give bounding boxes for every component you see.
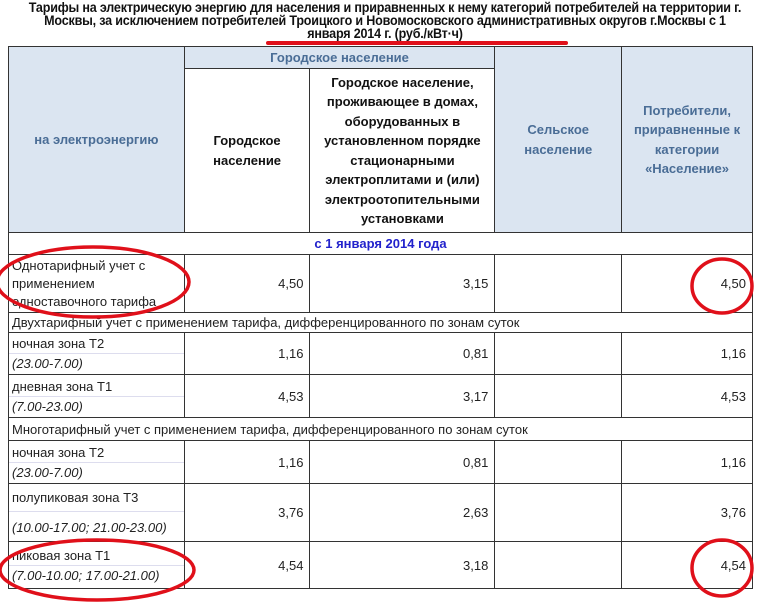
header-urban: Городское население (183, 68, 311, 233)
table-row: Однотарифный учет с применением одностав… (8, 254, 753, 313)
table-row: ночная зона Т2 (23.00-7.00) 1,16 0,81 1,1… (8, 332, 753, 375)
value-urban: 4,53 (183, 374, 311, 418)
header-category: на электроэнергию (8, 46, 185, 233)
value-rural (494, 254, 623, 313)
value-urban: 4,54 (183, 541, 311, 589)
tariff-table: на электроэнергию Городское население Се… (8, 46, 753, 589)
value-urban: 1,16 (183, 332, 311, 375)
value-urban-stoves: 3,17 (309, 374, 496, 418)
zone-time: (23.00-7.00) (12, 356, 83, 371)
value-urban-stoves: 3,15 (309, 254, 496, 313)
value-equivalent: 4,54 (621, 541, 753, 589)
value-urban-stoves: 2,63 (309, 483, 496, 542)
table-row: полупиковая зона Т3 (10.00-17.00; 21.00-2… (8, 483, 753, 542)
page-title: Тарифы на электрическую энергию для насе… (28, 0, 742, 41)
value-rural (494, 483, 623, 542)
date-row: с 1 января 2014 года (8, 232, 753, 255)
zone-name: ночная зона Т2 (9, 334, 184, 354)
value-urban-stoves: 0,81 (309, 332, 496, 375)
value-urban: 4,50 (183, 254, 311, 313)
value-rural (494, 440, 623, 484)
zone-time: (10.00-17.00; 21.00-23.00) (12, 520, 167, 535)
zone-time: (7.00-10.00; 17.00-21.00) (12, 567, 160, 583)
table-row: ночная зона Т2 (23.00-7.00) 1,16 0,81 1,1… (8, 440, 753, 484)
section-two-tariff: Двухтарифный учет с применением тарифа, … (8, 312, 753, 333)
zone-time: (23.00-7.00) (12, 464, 83, 480)
zone-name: дневная зона Т1 (9, 377, 184, 397)
value-equivalent: 4,53 (621, 374, 753, 418)
zone-name: ночная зона Т2 (9, 443, 184, 463)
header-group-urban: Городское население (183, 46, 496, 69)
value-equivalent: 1,16 (621, 332, 753, 375)
zone-name: полупиковая зона Т3 (9, 488, 184, 512)
value-equivalent: 3,76 (621, 483, 753, 542)
zone-time: (7.00-23.00) (12, 398, 83, 414)
value-rural (494, 374, 623, 418)
value-equivalent: 4,50 (621, 254, 753, 313)
value-urban: 1,16 (183, 440, 311, 484)
section-multi-tariff: Многотарифный учет с применением тарифа,… (8, 417, 753, 441)
header-equivalent: Потребители, приравненные к категории «Н… (621, 46, 753, 233)
header-urban-electric-stoves: Городское население, проживающее в домах… (309, 68, 496, 233)
value-equivalent: 1,16 (621, 440, 753, 484)
value-urban-stoves: 3,18 (309, 541, 496, 589)
table-row: пиковая зона Т1 (7.00-10.00; 17.00-21.00)… (8, 541, 753, 589)
zone-name: пиковая зона Т1 (9, 546, 184, 566)
value-urban: 3,76 (183, 483, 311, 542)
value-rural (494, 541, 623, 589)
value-rural (494, 332, 623, 375)
header-rural: Сельское население (494, 46, 623, 233)
value-urban-stoves: 0,81 (309, 440, 496, 484)
row-label: Однотарифный учет с применением одностав… (8, 254, 185, 313)
table-row: дневная зона Т1 (7.00-23.00) 4,53 3,17 4,… (8, 374, 753, 418)
